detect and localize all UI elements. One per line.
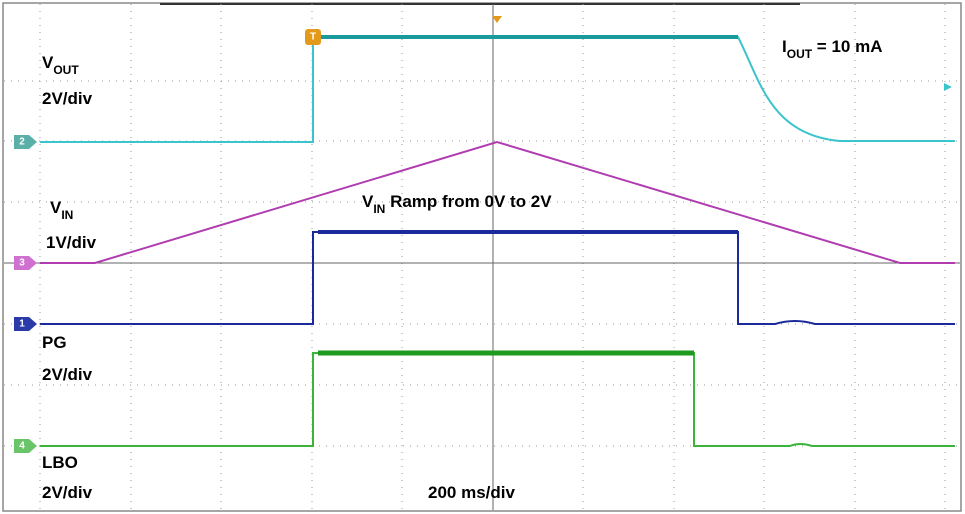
timebase: 200 ms/div — [428, 483, 515, 502]
vin-trace — [40, 140, 955, 264]
text-part: V — [50, 198, 62, 217]
text-part: OUT — [53, 63, 79, 77]
text-part: V — [362, 192, 374, 211]
vout-trace — [40, 36, 955, 143]
channel-name: PG — [42, 333, 67, 352]
load-annotation: IOUT = 10 mA — [782, 37, 882, 61]
channel-markers: 2 3 1 4 T — [14, 29, 321, 453]
channel-marker: 3 — [19, 258, 25, 269]
text-part: V — [42, 53, 54, 72]
trigger-level — [944, 83, 952, 91]
text-part: I — [782, 37, 787, 56]
ramp-annotation: VIN Ramp from 0V to 2V — [362, 192, 552, 216]
channel-scale: 2V/div — [42, 89, 93, 108]
channel-marker: 1 — [19, 319, 25, 330]
channel-name: LBO — [42, 453, 78, 472]
text-part: OUT — [787, 47, 813, 61]
channel-scale: 2V/div — [42, 483, 93, 502]
trigger-marker: T — [310, 32, 316, 43]
text-part: Ramp from 0V to 2V — [385, 192, 552, 211]
text-part: IN — [373, 202, 385, 216]
channel-name: VIN — [50, 198, 73, 222]
channel-marker: 4 — [19, 441, 25, 452]
text-part: = 10 mA — [812, 37, 882, 56]
channel-scale: 2V/div — [42, 365, 93, 384]
channel-name: VOUT — [42, 53, 79, 77]
channel-scale: 1V/div — [46, 233, 97, 252]
channel-marker: 2 — [19, 137, 25, 148]
text-part: IN — [61, 208, 73, 222]
trigger-position — [492, 16, 502, 23]
